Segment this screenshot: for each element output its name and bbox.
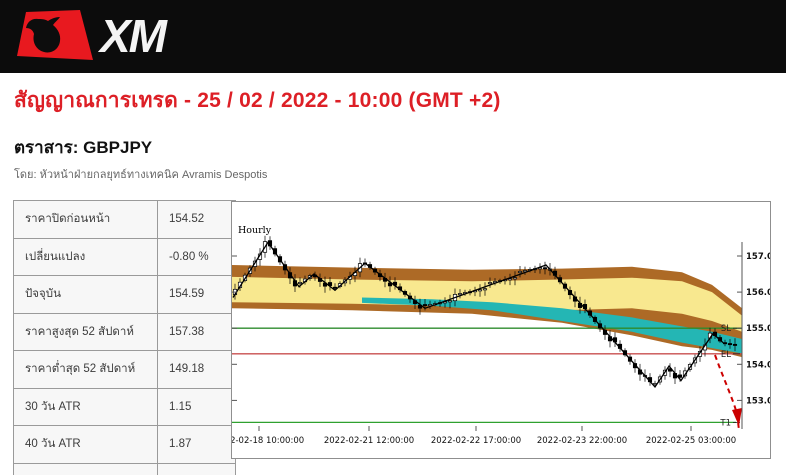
stat-label: 30 วัน ATR [13, 387, 158, 426]
stat-value: 149.18 [157, 350, 236, 389]
y-axis-label: 154.00 [746, 360, 771, 370]
stat-label: ราคาปิดก่อนหน้า [13, 200, 158, 239]
y-axis-label: 155.00 [746, 324, 771, 334]
table-row [13, 462, 236, 475]
y-axis-label: 156.00 [746, 288, 771, 298]
x-axis-label: 2022-02-18 10:00:00 [232, 436, 304, 446]
price-chart: SL EL T1 157.00 156.00 155.00 154.00 153.00 2022… [231, 201, 771, 459]
author-byline: โดย: หัวหน้าฝ่ายกลยุทธ์ทางเทคนิค Avramis… [14, 169, 268, 181]
stat-label: 40 วัน ATR [13, 425, 158, 464]
bull-icon [26, 17, 61, 53]
stat-label: ปัจจุบัน [13, 275, 158, 314]
table-row: ราคาต่ำสุด 52 สัปดาห์ 149.18 [13, 350, 236, 389]
stat-value: 1.87 [157, 425, 236, 464]
stat-value: 157.38 [157, 312, 236, 351]
xm-logo[interactable]: XM [14, 9, 174, 64]
svg-text:T1: T1 [719, 418, 731, 428]
x-axis-label: 2022-02-21 12:00:00 [324, 436, 414, 446]
svg-text:SL: SL [721, 324, 731, 334]
x-axis-label: 2022-02-25 03:00:00 [646, 436, 736, 446]
table-row: 30 วัน ATR 1.15 [13, 387, 236, 426]
table-row: ราคาสูงสุด 52 สัปดาห์ 157.38 [13, 312, 236, 351]
stat-value [157, 462, 236, 475]
candlestick-chart: SL EL T1 157.00 156.00 155.00 154.00 153.00 2022… [232, 225, 771, 446]
instrument-title: ตราสาร: GBPJPY [14, 138, 153, 157]
stat-label: ราคาต่ำสุด 52 สัปดาห์ [13, 350, 158, 389]
stat-value: 154.59 [157, 275, 236, 314]
stat-label: เปลี่ยนแปลง [13, 237, 158, 276]
table-row: 40 วัน ATR 1.87 [13, 425, 236, 464]
stat-label [13, 462, 158, 475]
timeframe-label: Hourly [238, 225, 272, 236]
stat-label: ราคาสูงสุด 52 สัปดาห์ [13, 312, 158, 351]
brand-text: XM [97, 10, 169, 62]
stat-value: 154.52 [157, 200, 236, 239]
y-axis-label: 157.00 [746, 252, 771, 262]
page-title: สัญญาณการเทรด - 25 / 02 / 2022 - 10:00 (… [14, 89, 501, 112]
stat-value: -0.80 % [157, 237, 236, 276]
x-axis-label: 2022-02-22 17:00:00 [431, 436, 521, 446]
stats-table-body: ราคาปิดก่อนหน้า 154.52 เปลี่ยนแปลง -0.80 … [13, 200, 236, 475]
stat-value: 1.15 [157, 387, 236, 426]
x-axis-label: 2022-02-23 22:00:00 [537, 436, 627, 446]
table-row: ปัจจุบัน 154.59 [13, 275, 236, 314]
header-bar: XM [0, 0, 786, 73]
table-row: ราคาปิดก่อนหน้า 154.52 [13, 200, 236, 239]
stats-table: ราคาปิดก่อนหน้า 154.52 เปลี่ยนแปลง -0.80 … [13, 200, 236, 475]
svg-text:EL: EL [721, 350, 731, 360]
table-row: เปลี่ยนแปลง -0.80 % [13, 237, 236, 276]
y-axis-label: 153.00 [746, 396, 771, 406]
